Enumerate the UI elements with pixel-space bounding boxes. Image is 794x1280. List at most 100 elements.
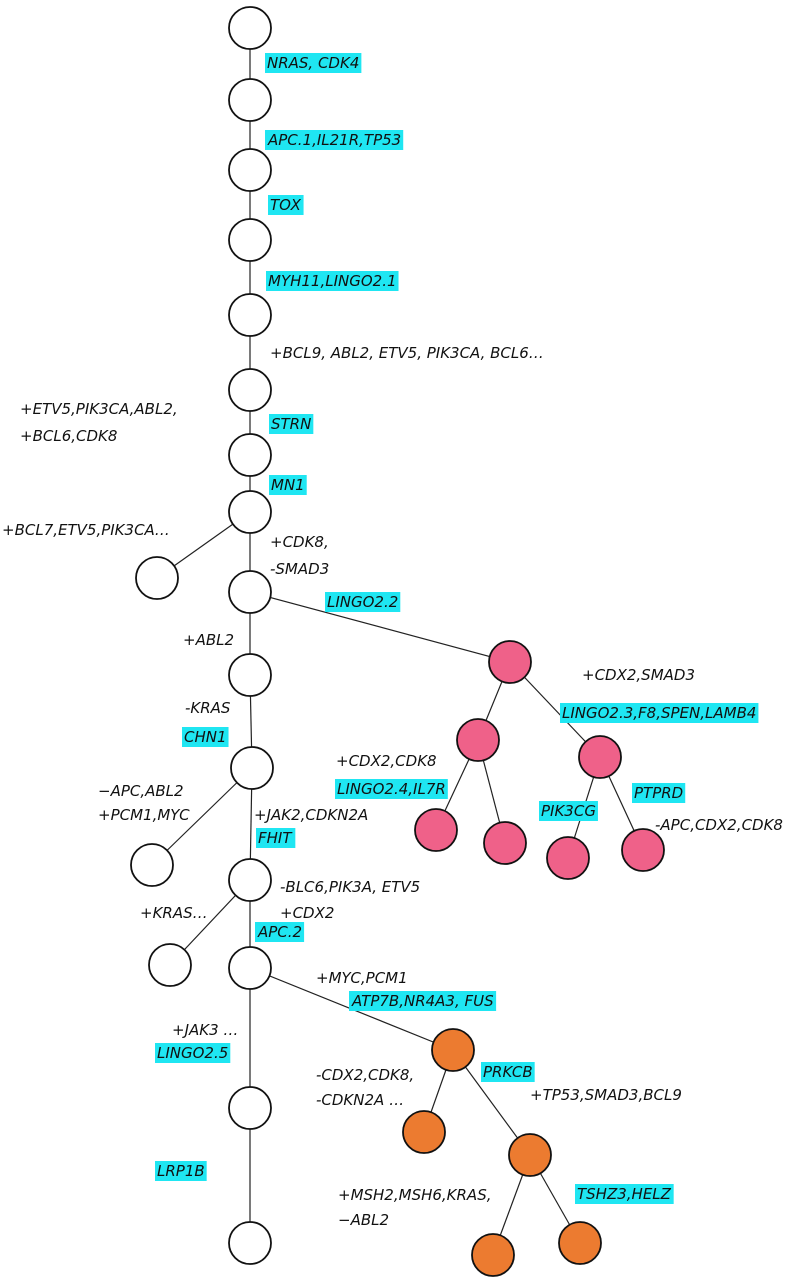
tree-node bbox=[228, 218, 272, 262]
tree-node bbox=[230, 746, 274, 790]
gene-label-group: TSHZ3,HELZ bbox=[575, 1184, 674, 1204]
gene-label: STRN bbox=[271, 415, 311, 433]
event-label: +JAK3 … bbox=[172, 1021, 238, 1039]
tree-node bbox=[488, 640, 532, 684]
gene-label: APC.1,IL21R,TP53 bbox=[267, 131, 401, 149]
gene-label: TOX bbox=[270, 196, 302, 214]
gene-label: CHN1 bbox=[184, 728, 227, 746]
gene-label-group: APC.1,IL21R,TP53 bbox=[265, 130, 404, 150]
label-highlight bbox=[256, 828, 296, 848]
event-label: +BCL9, ABL2, ETV5, PIK3CA, BCL6… bbox=[270, 344, 544, 362]
tree-node bbox=[135, 556, 179, 600]
tree-node bbox=[558, 1221, 602, 1265]
tree-node bbox=[431, 1028, 475, 1072]
tree-node bbox=[508, 1133, 552, 1177]
gene-label: PIK3CG bbox=[541, 802, 596, 820]
tree-node bbox=[228, 946, 272, 990]
gene-label-group: LINGO2.5 bbox=[155, 1043, 231, 1063]
gene-label: MYH11,LINGO2.1 bbox=[268, 272, 397, 290]
edge bbox=[249, 591, 511, 663]
gene-label-group: PTPRD bbox=[632, 783, 686, 803]
gene-label-group: LINGO2.3,F8,SPEN,LAMB4 bbox=[560, 703, 759, 723]
event-label: +CDX2,SMAD3 bbox=[582, 666, 695, 684]
gene-label: LINGO2.5 bbox=[157, 1044, 228, 1062]
event-label: -CDX2,CDK8, bbox=[316, 1066, 414, 1084]
label-highlight bbox=[268, 195, 304, 215]
gene-label-group: ATP7B,NR4A3, FUS bbox=[349, 991, 497, 1011]
tree-node bbox=[228, 1086, 272, 1130]
gene-label-group: TOX bbox=[268, 195, 304, 215]
gene-label-group: MYH11,LINGO2.1 bbox=[266, 271, 399, 291]
event-label: +MSH2,MSH6,KRAS, bbox=[338, 1186, 492, 1204]
gene-label: TSHZ3,HELZ bbox=[577, 1185, 672, 1203]
event-label: +PCM1,MYC bbox=[98, 806, 190, 824]
event-label: −ABL2 bbox=[338, 1211, 389, 1229]
gene-label-group: APC.2 bbox=[255, 922, 305, 942]
tree-node bbox=[483, 821, 527, 865]
tree-node bbox=[402, 1110, 446, 1154]
tree-node bbox=[228, 570, 272, 614]
label-highlight bbox=[266, 271, 399, 291]
tree-node bbox=[148, 943, 192, 987]
tree-node bbox=[228, 78, 272, 122]
tree-node bbox=[546, 836, 590, 880]
label-highlight bbox=[539, 801, 598, 821]
label-highlight bbox=[560, 703, 759, 723]
gene-label: PRKCB bbox=[483, 1063, 533, 1081]
gene-label: FHIT bbox=[258, 829, 293, 847]
label-highlight bbox=[255, 922, 305, 942]
tree-node bbox=[228, 433, 272, 477]
label-highlight bbox=[269, 414, 314, 434]
tree-node bbox=[414, 808, 458, 852]
event-label: +MYC,PCM1 bbox=[316, 969, 408, 987]
event-label: +BCL6,CDK8 bbox=[20, 427, 117, 445]
event-label: +TP53,SMAD3,BCL9 bbox=[530, 1086, 682, 1104]
gene-label: NRAS, CDK4 bbox=[267, 54, 359, 72]
event-label: +CDK8, bbox=[270, 533, 329, 551]
gene-label: LINGO2.3,F8,SPEN,LAMB4 bbox=[562, 704, 756, 722]
gene-label: LINGO2.4,IL7R bbox=[337, 780, 446, 798]
tree-node bbox=[456, 718, 500, 762]
gene-label-group: STRN bbox=[269, 414, 314, 434]
label-highlight bbox=[265, 53, 362, 73]
gene-label: LRP1B bbox=[157, 1162, 205, 1180]
tree-node bbox=[228, 490, 272, 534]
gene-label-group: PRKCB bbox=[481, 1062, 535, 1082]
label-highlight bbox=[182, 727, 229, 747]
gene-label: LINGO2.2 bbox=[327, 593, 398, 611]
event-label: -BLC6,PIK3A, ETV5 bbox=[280, 878, 420, 896]
tree-node bbox=[228, 6, 272, 50]
label-highlight bbox=[269, 475, 307, 495]
tree-node bbox=[578, 735, 622, 779]
label-highlight bbox=[325, 592, 401, 612]
tree-node bbox=[228, 1221, 272, 1265]
edge bbox=[151, 767, 253, 866]
event-label: -KRAS bbox=[185, 699, 231, 717]
gene-label-group: FHIT bbox=[256, 828, 296, 848]
gene-label-group: CHN1 bbox=[182, 727, 229, 747]
gene-label: MN1 bbox=[271, 476, 305, 494]
label-highlight bbox=[632, 783, 686, 803]
label-highlight bbox=[481, 1062, 535, 1082]
label-highlight bbox=[265, 130, 404, 150]
gene-label-group: NRAS, CDK4 bbox=[265, 53, 362, 73]
gene-label-group: PIK3CG bbox=[539, 801, 598, 821]
event-label: +KRAS… bbox=[140, 904, 208, 922]
gene-label-group: MN1 bbox=[269, 475, 307, 495]
event-label: +CDX2 bbox=[280, 904, 334, 922]
gene-label-group: LRP1B bbox=[155, 1161, 207, 1181]
tree-node bbox=[228, 653, 272, 697]
tree-node bbox=[471, 1233, 515, 1277]
event-label: +CDX2,CDK8 bbox=[336, 752, 437, 770]
label-highlight bbox=[335, 779, 448, 799]
gene-label: APC.2 bbox=[257, 923, 302, 941]
event-label: -SMAD3 bbox=[270, 560, 329, 578]
label-highlight bbox=[155, 1161, 207, 1181]
tree-node bbox=[228, 148, 272, 192]
tree-node bbox=[228, 858, 272, 902]
label-highlight bbox=[349, 991, 497, 1011]
gene-label: ATP7B,NR4A3, FUS bbox=[351, 992, 494, 1010]
gene-label: PTPRD bbox=[634, 784, 683, 802]
